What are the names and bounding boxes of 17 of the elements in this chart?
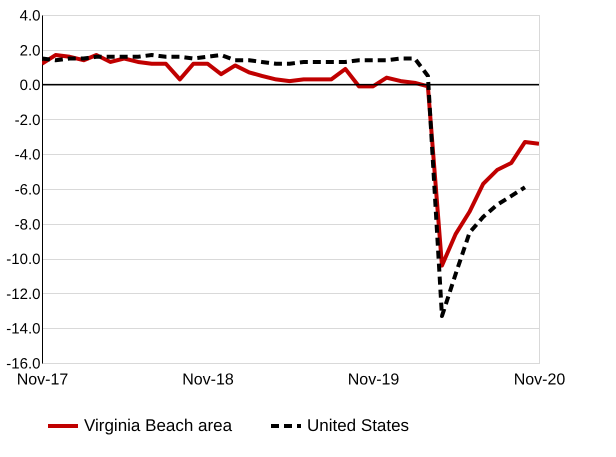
y-tick-label: 4.0 xyxy=(20,8,40,24)
x-tick-label: Nov-17 xyxy=(16,372,68,388)
y-tick-label: -12.0 xyxy=(6,286,40,303)
y-tick-label: 0.0 xyxy=(20,77,40,94)
y-tick-label: -2.0 xyxy=(14,112,40,129)
y-tick-label: -6.0 xyxy=(14,182,40,198)
y-tick-label: -4.0 xyxy=(14,146,40,164)
x-tick-label: Nov-19 xyxy=(348,372,400,388)
y-tick-label: -10.0 xyxy=(6,251,40,268)
x-tick-label: Nov-18 xyxy=(182,372,234,388)
y-tick-label: -8.0 xyxy=(14,216,40,234)
legend-label: Virginia Beach area xyxy=(84,416,233,435)
y-tick-label: 2.0 xyxy=(20,42,40,60)
y-tick-label: -16.0 xyxy=(6,356,40,372)
legend-label: United States xyxy=(307,416,410,435)
y-tick-label: -14.0 xyxy=(6,320,40,338)
x-tick-label: Nov-20 xyxy=(514,372,566,388)
